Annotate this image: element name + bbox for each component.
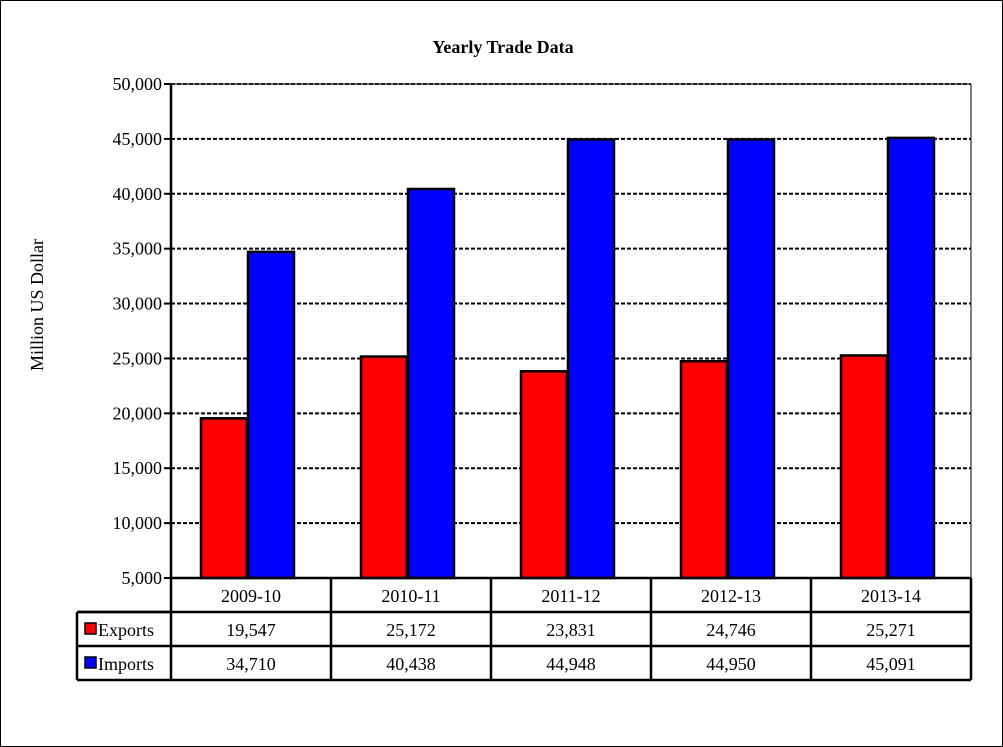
data-label-exports: 25,172: [386, 620, 436, 640]
x-tick-label: 2009-10: [221, 586, 281, 606]
bar-imports-2010-11: [406, 187, 456, 580]
x-tick-label: 2011-12: [541, 586, 600, 606]
bar-imports-2011-12: [566, 138, 616, 580]
bar-exports-2010-11: [359, 355, 409, 580]
x-tick-label: 2013-14: [861, 586, 921, 606]
data-table: 2009-10 2010-11 2011-12 2012-13 2013-14 Expor…: [75, 578, 973, 682]
bar-exports-2011-12: [519, 370, 569, 580]
legend-key-exports: [84, 622, 97, 635]
data-label-imports: 45,091: [866, 654, 916, 674]
y-tick-label: 10,000: [113, 513, 163, 533]
chart-title: Yearly Trade Data: [432, 37, 573, 57]
y-tick-label: 30,000: [113, 294, 163, 314]
y-tick-label: 35,000: [113, 239, 163, 259]
legend-label-imports: Imports: [98, 654, 154, 674]
data-label-exports: 24,746: [706, 620, 756, 640]
data-label-exports: 19,547: [226, 620, 276, 640]
data-label-imports: 44,948: [546, 654, 596, 674]
y-tick-label: 15,000: [113, 458, 163, 478]
bar-exports-2013-14: [839, 354, 889, 580]
y-tick-label: 20,000: [113, 403, 163, 423]
data-label-exports: 25,271: [866, 620, 916, 640]
bar-imports-2013-14: [886, 136, 936, 580]
data-label-exports: 23,831: [546, 620, 596, 640]
bar-exports-2012-13: [679, 359, 729, 580]
bar-imports-2009-10: [246, 250, 296, 580]
x-tick-label: 2010-11: [381, 586, 440, 606]
legend-label-exports: Exports: [98, 620, 154, 640]
x-tick-label: 2012-13: [701, 586, 761, 606]
y-tick-label: 25,000: [113, 348, 163, 368]
y-tick-label: 40,000: [113, 184, 163, 204]
bar-exports-2009-10: [199, 417, 249, 580]
y-axis-title: Million US Dollar: [27, 239, 47, 371]
y-tick-label: 45,000: [113, 129, 163, 149]
bar-imports-2012-13: [726, 138, 776, 580]
plot-area: 5,000 10,000 15,000 20,000 25,000 30,000 35,00…: [113, 74, 972, 588]
data-label-imports: 34,710: [226, 654, 276, 674]
y-tick-label: 50,000: [113, 74, 163, 94]
data-label-imports: 44,950: [706, 654, 756, 674]
legend-key-imports: [84, 656, 97, 669]
data-label-imports: 40,438: [386, 654, 436, 674]
y-tick-label: 5,000: [122, 568, 163, 588]
